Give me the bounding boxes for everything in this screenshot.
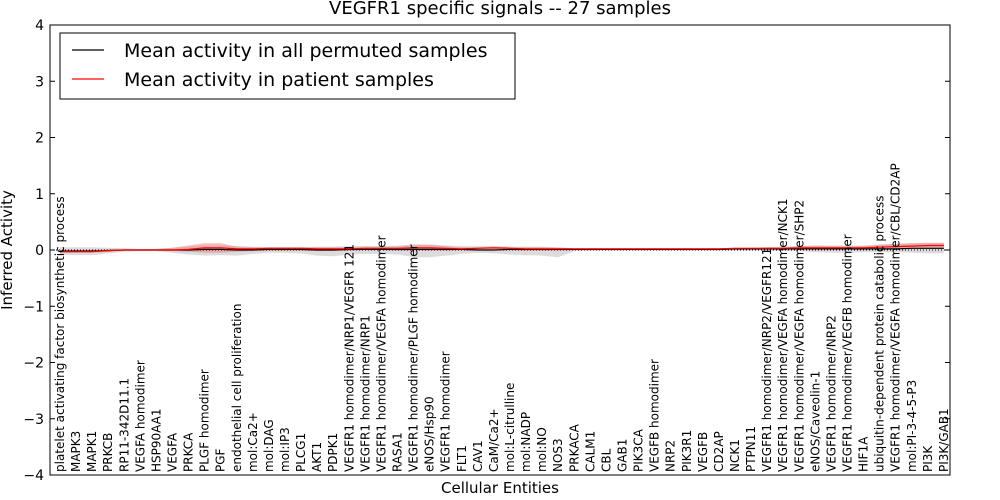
y-axis-title: Inferred Activity xyxy=(0,190,16,310)
entity-label: VEGFA xyxy=(166,432,180,472)
entity-label: VEGFR1 homodimer/NRP1/VEGFR 121 xyxy=(342,244,356,472)
entity-label: HIF1A xyxy=(857,436,871,472)
entity-label: VEGFR1 homodimer xyxy=(439,351,453,472)
entity-label: mol:L-citrulline xyxy=(503,383,517,472)
x-axis-title: Cellular Entities xyxy=(441,479,559,497)
y-tick-label: 3 xyxy=(35,74,44,90)
entity-label: CAV1 xyxy=(471,440,485,472)
entity-label: MAPK3 xyxy=(69,431,83,472)
entity-label: platelet activating factor biosynthetic … xyxy=(53,196,67,472)
x-tick-labels: platelet activating factor biosynthetic … xyxy=(53,163,951,472)
y-tick-label: −1 xyxy=(23,299,44,315)
entity-label: mol:NADP xyxy=(519,412,533,472)
entity-label: RP11-342D11.1 xyxy=(117,378,131,472)
y-tick-label: 4 xyxy=(35,18,44,34)
legend: Mean activity in all permuted samples Mea… xyxy=(59,32,516,100)
y-tick-label: 1 xyxy=(35,187,44,203)
entity-label: NRP2 xyxy=(664,440,678,472)
entity-label: eNOS/Caveolin-1 xyxy=(808,371,822,472)
entity-label: mol:Ca2+ xyxy=(246,412,260,472)
entity-label: PIK3R1 xyxy=(680,430,694,472)
y-tick-label: −2 xyxy=(23,356,44,372)
entity-label: PRKCB xyxy=(101,433,115,472)
entity-label: AKT1 xyxy=(310,442,324,472)
entity-label: VEGFR1 homodimer/PLGF homodimer xyxy=(407,244,421,472)
entity-label: NCK1 xyxy=(728,439,742,472)
entity-label: HSP90AA1 xyxy=(149,408,163,472)
entity-label: PDPK1 xyxy=(326,433,340,472)
entity-label: CD2AP xyxy=(712,431,726,472)
entity-label: FLT1 xyxy=(455,445,469,472)
entity-label: eNOS/Hsp90 xyxy=(423,396,437,472)
series-lines xyxy=(60,244,944,253)
series-line-0 xyxy=(60,247,944,252)
legend-label: Mean activity in patient samples xyxy=(124,69,434,91)
entity-label: PRKCA xyxy=(182,432,196,472)
y-tick-label: −3 xyxy=(23,412,44,428)
entity-label: mol:PI-3-4-5-P3 xyxy=(905,380,919,472)
entity-label: mol:NO xyxy=(535,427,549,472)
entity-label: PIK3CA xyxy=(632,428,646,472)
entity-label: VEGFR1 homodimer/VEGFA homodimer xyxy=(374,235,388,472)
entity-label: PI3K/GAB1 xyxy=(937,408,951,472)
entity-label: PLCG1 xyxy=(294,433,308,472)
legend-box xyxy=(59,32,516,100)
series-line-1 xyxy=(60,244,944,253)
entity-label: VEGFB homodimer xyxy=(648,359,662,472)
entity-label: VEGFR1 homodimer/VEGFA homodimer/NCK1 xyxy=(776,198,790,472)
entity-label: ubiquitin-dependent protein catabolic pr… xyxy=(873,196,887,472)
entity-label: VEGFR1 homodimer/NRP2/VEGFR121 xyxy=(760,248,774,472)
chart-title: VEGFR1 specific signals -- 27 samples xyxy=(329,0,671,19)
entity-label: PRKACA xyxy=(567,423,581,472)
entity-label: PTPN11 xyxy=(744,426,758,472)
entity-label: VEGFR1 homodimer/VEGFA homodimer/CBL/CD2… xyxy=(889,163,903,472)
entity-label: CaM/Ca2+ xyxy=(487,408,501,472)
entity-label: GAB1 xyxy=(616,439,630,472)
y-tick-label: −4 xyxy=(23,468,44,484)
entity-label: PLGF homodimer xyxy=(198,369,212,472)
y-tick-label: 2 xyxy=(35,131,44,147)
entity-label: MAPK1 xyxy=(85,431,99,472)
entity-label: VEGFR1 homodimer/VEGFB homodimer xyxy=(841,234,855,472)
entity-label: CALM1 xyxy=(583,431,597,472)
entity-label: VEGFR1 homodimer/NRP2 xyxy=(824,315,838,472)
legend-label: Mean activity in all permuted samples xyxy=(124,40,487,62)
entity-label: PI3K xyxy=(921,445,935,472)
entity-label: NOS3 xyxy=(551,438,565,472)
entity-label: mol:DAG xyxy=(262,419,276,472)
entity-label: RASA1 xyxy=(391,432,405,472)
axes: −4 −3 −2 −1 0 1 2 3 4 xyxy=(23,18,951,484)
entity-label: VEGFB xyxy=(696,432,710,472)
entity-label: VEGFR1 homodimer/NRP1 xyxy=(358,315,372,472)
entity-label: endothelial cell proliferation xyxy=(230,304,244,472)
entity-label: mol:IP3 xyxy=(278,427,292,472)
entity-label: PGF xyxy=(214,448,228,472)
entity-label: VEGFA homodimer xyxy=(133,360,147,472)
entity-label: CBL xyxy=(599,448,613,472)
y-tick-label: 0 xyxy=(35,243,44,259)
entity-label: VEGFR1 homodimer/VEGFA homodimer/SHP2 xyxy=(792,200,806,472)
